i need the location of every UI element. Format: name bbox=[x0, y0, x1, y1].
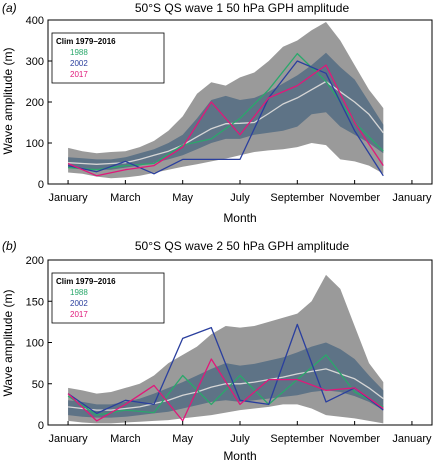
panel-a-x-tick-label: July bbox=[230, 192, 250, 204]
panel-b-x-tick-label: March bbox=[110, 433, 141, 445]
panel-b-inner-band bbox=[68, 342, 384, 418]
panel-b-y-axis-label: Wave amplitude (m) bbox=[1, 290, 15, 397]
panel-b-x-axis-label: Month bbox=[223, 449, 256, 463]
panel-b-x-tick-label: July bbox=[230, 433, 250, 445]
panel-a-x-tick-label: November bbox=[329, 192, 380, 204]
panel-a: (a) 50°S QS wave 1 50 hPa GPH amplitude … bbox=[1, 1, 433, 225]
panel-b-legend-2017: 2017 bbox=[70, 310, 88, 319]
panel-a-series-2017 bbox=[67, 64, 384, 177]
panel-b-y-tick-label: 150 bbox=[26, 296, 44, 308]
panel-a-x-tick-label: January bbox=[392, 192, 432, 204]
panel-a-x-tick-label: September bbox=[270, 192, 324, 204]
panel-b-y-tick-label: 0 bbox=[38, 420, 44, 432]
panel-a-series-1988 bbox=[68, 52, 384, 171]
panel-a-y-axis-label: Wave amplitude (m) bbox=[1, 48, 15, 155]
panel-b: (b) 50°S QS wave 2 50 hPa GPH amplitude … bbox=[1, 239, 433, 463]
panel-b-plot-area: 0 50 100 150 200 January March May July September… bbox=[26, 255, 433, 445]
panel-a-x-tick-label: March bbox=[110, 192, 141, 204]
panel-b-series-2002 bbox=[67, 323, 384, 415]
panel-a-legend-2002: 2002 bbox=[70, 59, 88, 68]
panel-a-label: (a) bbox=[2, 1, 17, 15]
panel-b-title: 50°S QS wave 2 50 hPa GPH amplitude bbox=[135, 239, 350, 253]
panel-b-series-2017 bbox=[67, 358, 384, 422]
panel-b-legend: Clim 1979–2016 1988 2002 2017 bbox=[51, 272, 165, 324]
panel-a-x-axis-label: Month bbox=[223, 211, 256, 225]
panel-a-y-tick-label: 0 bbox=[38, 179, 44, 191]
panel-a-legend-2017: 2017 bbox=[70, 70, 88, 79]
panel-b-legend-title: Clim 1979–2016 bbox=[56, 277, 116, 286]
panel-a-x-tick-label: May bbox=[172, 192, 193, 204]
panel-b-x-tick-label: January bbox=[48, 433, 88, 445]
panel-a-legend-box bbox=[51, 32, 165, 84]
panel-a-y-tick-label: 100 bbox=[26, 138, 44, 150]
panel-a-legend-title: Clim 1979–2016 bbox=[56, 37, 116, 46]
panel-a-series-2002 bbox=[67, 60, 384, 177]
panel-b-x-tick-label: January bbox=[392, 433, 432, 445]
panel-a-y-tick-label: 200 bbox=[26, 97, 44, 109]
panel-a-x-tick-label: January bbox=[48, 192, 88, 204]
panel-b-y-tick-label: 100 bbox=[26, 338, 44, 350]
panel-a-legend: Clim 1979–2016 1988 2002 2017 bbox=[51, 32, 165, 84]
panel-a-title: 50°S QS wave 1 50 hPa GPH amplitude bbox=[135, 1, 350, 15]
panel-b-x-tick-label: November bbox=[329, 433, 380, 445]
panel-a-y-tick-label: 400 bbox=[26, 15, 44, 27]
panel-b-y-tick-label: 200 bbox=[26, 255, 44, 267]
panel-b-x-tick-label: September bbox=[270, 433, 324, 445]
panel-a-legend-1988: 1988 bbox=[70, 48, 88, 57]
panel-b-series-1988 bbox=[67, 354, 384, 416]
panel-b-clim-line bbox=[68, 368, 384, 411]
panel-a-y-tick-label: 300 bbox=[26, 56, 44, 68]
panel-b-x-tick-label: May bbox=[172, 433, 193, 445]
panel-a-plot-area: 0 100 200 300 400 January March May July Septembe… bbox=[26, 15, 433, 204]
panel-b-y-tick-label: 50 bbox=[32, 379, 44, 391]
panel-b-legend-2002: 2002 bbox=[70, 299, 88, 308]
panel-a-inner-band bbox=[68, 52, 384, 170]
panel-b-legend-1988: 1988 bbox=[70, 288, 88, 297]
panel-b-legend-box bbox=[51, 272, 165, 324]
panel-b-label: (b) bbox=[2, 239, 17, 253]
